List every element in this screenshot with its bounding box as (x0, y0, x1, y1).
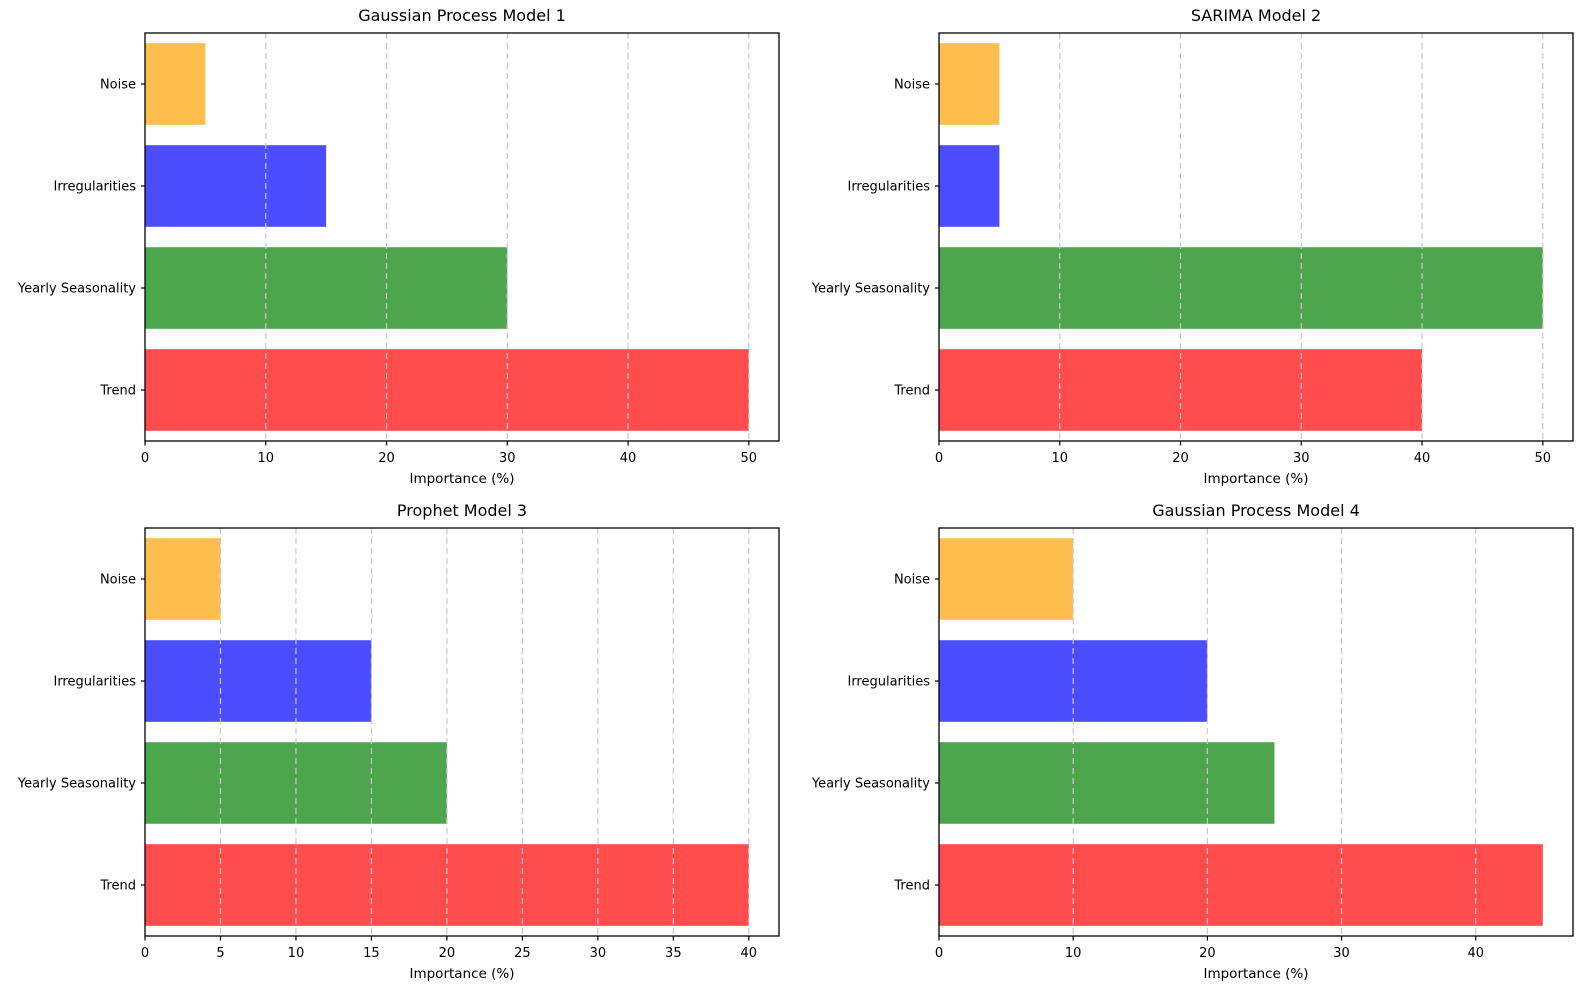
x-axis-label: Importance (%) (1203, 966, 1308, 982)
y-tick-label: Noise (100, 573, 136, 588)
x-tick-label: 40 (1414, 451, 1431, 466)
axes-frame (144, 32, 780, 442)
x-tick-label: 10 (1065, 946, 1082, 961)
axes-frame (938, 527, 1574, 937)
bar-noise (145, 538, 221, 620)
x-tick-label: 30 (590, 946, 607, 961)
x-axis-label: Importance (%) (409, 966, 514, 982)
chart-canvas-1: Gaussian Process Model 1 Noise Irregularit… (17, 6, 780, 487)
x-tick-label: 50 (1535, 451, 1552, 466)
x-tick-label: 35 (665, 946, 682, 961)
x-tick-label: 20 (439, 946, 456, 961)
x-tick-label: 20 (1199, 946, 1216, 961)
chart-title: Gaussian Process Model 1 (358, 6, 566, 25)
subplot-4: Gaussian Process Model 4 Noise Irregularit… (794, 495, 1589, 990)
subplot-3: Prophet Model 3 Noise Irregularities Yearly… (0, 495, 794, 990)
chart-title: Prophet Model 3 (397, 501, 527, 520)
y-tick-label: Yearly Seasonality (811, 282, 930, 297)
chart-title: SARIMA Model 2 (1191, 6, 1321, 25)
x-tick-label: 10 (1051, 451, 1068, 466)
y-tick-label: Noise (894, 573, 930, 588)
y-tick-label: Irregularities (53, 675, 136, 690)
subplot-2: SARIMA Model 2 Noise Irregularities Yearly … (794, 0, 1589, 495)
x-tick-label: 40 (1467, 946, 1484, 961)
bar-yearly-seasonality (939, 247, 1543, 329)
x-tick-label: 25 (514, 946, 531, 961)
x-axis-label: Importance (%) (1203, 471, 1308, 487)
bar-irregularities (145, 640, 372, 722)
bar-noise (939, 43, 1000, 125)
bar-irregularities (939, 145, 1000, 227)
bar-trend (939, 844, 1543, 926)
y-tick-label: Trend (893, 384, 930, 399)
chart-canvas-2: SARIMA Model 2 Noise Irregularities Yearly … (811, 6, 1574, 487)
y-tick-label: Irregularities (53, 180, 136, 195)
x-tick-label: 10 (257, 451, 274, 466)
chart-title: Gaussian Process Model 4 (1152, 501, 1360, 520)
chart-canvas-4: Gaussian Process Model 4 Noise Irregularit… (811, 501, 1574, 982)
x-tick-label: 5 (216, 946, 224, 961)
x-tick-label: 0 (141, 451, 149, 466)
chart-canvas-3: Prophet Model 3 Noise Irregularities Yearly… (17, 501, 780, 982)
x-tick-label: 15 (363, 946, 380, 961)
x-tick-label: 50 (741, 451, 758, 466)
x-tick-label: 0 (935, 946, 943, 961)
y-tick-label: Irregularities (847, 180, 930, 195)
y-tick-label: Noise (894, 78, 930, 93)
bar-irregularities (145, 145, 327, 227)
axes-frame (144, 527, 780, 937)
bar-yearly-seasonality (145, 247, 508, 329)
x-tick-label: 20 (1172, 451, 1189, 466)
x-tick-label: 20 (378, 451, 395, 466)
x-tick-label: 40 (741, 946, 758, 961)
bar-yearly-seasonality (939, 742, 1275, 824)
y-tick-label: Yearly Seasonality (17, 777, 136, 792)
x-tick-label: 30 (499, 451, 516, 466)
axes-frame (938, 32, 1574, 442)
x-tick-label: 0 (141, 946, 149, 961)
bar-noise (939, 538, 1074, 620)
x-tick-label: 30 (1293, 451, 1310, 466)
y-tick-label: Trend (893, 879, 930, 894)
y-tick-label: Yearly Seasonality (811, 777, 930, 792)
y-tick-label: Trend (99, 879, 136, 894)
y-tick-label: Yearly Seasonality (17, 282, 136, 297)
x-axis-label: Importance (%) (409, 471, 514, 487)
x-tick-label: 30 (1333, 946, 1350, 961)
x-tick-label: 0 (935, 451, 943, 466)
subplot-1: Gaussian Process Model 1 Noise Irregularit… (0, 0, 794, 495)
x-tick-label: 40 (620, 451, 637, 466)
x-tick-label: 10 (288, 946, 305, 961)
bar-trend (145, 349, 749, 431)
y-tick-label: Trend (99, 384, 136, 399)
bar-noise (145, 43, 206, 125)
y-tick-label: Noise (100, 78, 136, 93)
y-tick-label: Irregularities (847, 675, 930, 690)
